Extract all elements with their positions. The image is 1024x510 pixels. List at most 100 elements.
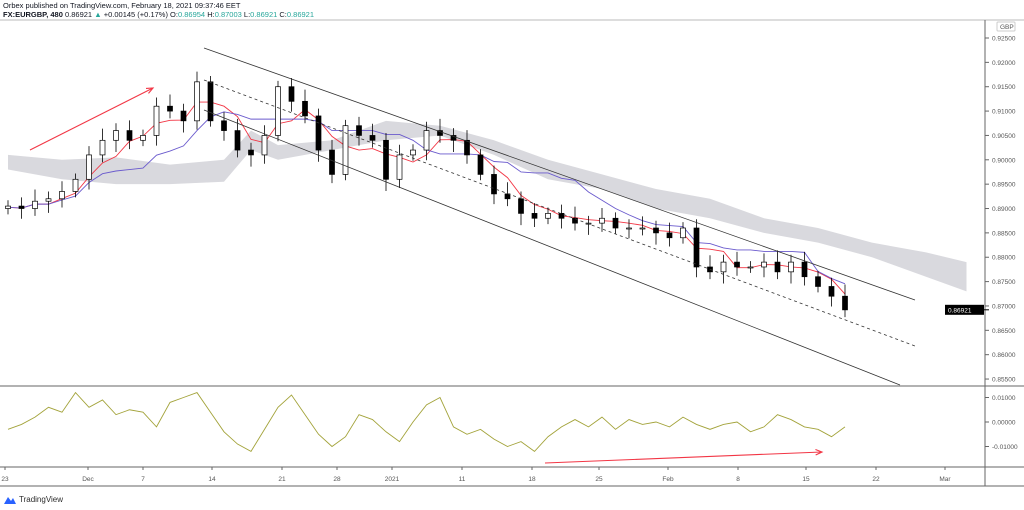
candle-down	[383, 139, 389, 180]
c-label: C:	[279, 10, 287, 19]
candle-up	[410, 149, 416, 156]
candle-down	[504, 193, 511, 200]
candle-down	[356, 125, 362, 136]
candle-up	[275, 86, 281, 136]
oscillator-line	[7, 391, 846, 452]
x-tick-label: 8	[736, 476, 740, 483]
candle-up	[153, 105, 160, 136]
last-price: 0.86921	[64, 10, 93, 19]
osc-tick-label: -0.01000	[992, 444, 1018, 451]
candle-down	[315, 115, 322, 151]
candle-up	[342, 125, 349, 175]
y-tick-label: 0.85500	[992, 377, 1016, 384]
up-triangle-icon: ▲	[94, 10, 102, 19]
osc-tick-label: 0.01000	[992, 395, 1016, 402]
candle-up	[261, 135, 268, 156]
candle-up	[761, 261, 767, 268]
tradingview-logo-icon	[4, 496, 16, 504]
candle-down	[518, 198, 524, 214]
x-tick-label: 28	[333, 476, 341, 483]
candle-up	[86, 154, 92, 180]
candle-up	[99, 139, 106, 156]
close-value: 0.86921	[286, 10, 315, 19]
y-tick-label: 0.89000	[992, 206, 1016, 213]
x-tick-label: 7	[141, 476, 145, 483]
currency-badge	[996, 21, 1016, 32]
x-tick-label: Dec	[82, 476, 94, 483]
x-tick-label: 23	[1, 476, 9, 483]
symbol-legend: FX:EURGBP, 480 0.86921 ▲ +0.00145 (+0.17…	[3, 10, 314, 19]
candle-up	[5, 205, 11, 209]
y-tick-label: 0.90000	[992, 157, 1016, 164]
candle-up	[680, 227, 686, 239]
y-tick-label: 0.91500	[992, 84, 1016, 91]
y-tick-label: 0.92000	[992, 60, 1016, 67]
trend-arrow-price	[29, 87, 154, 151]
x-tick-label: 22	[872, 476, 880, 483]
candle-down	[653, 227, 659, 234]
candle-up	[626, 227, 632, 230]
candle-up	[72, 178, 79, 192]
candle-down	[477, 154, 484, 175]
current-price-label: 0.86921	[948, 307, 972, 314]
candle-up	[747, 266, 754, 269]
candle-down	[774, 261, 781, 273]
change: +0.00145 (+0.17%)	[103, 10, 168, 19]
candle-down	[801, 261, 808, 278]
candle-down	[207, 81, 214, 122]
y-tick-label: 0.92500	[992, 36, 1016, 43]
y-tick-label: 0.88000	[992, 255, 1016, 262]
publisher-line: Orbex published on TradingView.com, Febr…	[3, 1, 241, 10]
x-tick-label: Mar	[939, 476, 951, 483]
candle-up	[639, 227, 646, 230]
x-tick-label: 15	[802, 476, 810, 483]
candle-up	[423, 130, 430, 151]
candle-down	[491, 174, 497, 195]
candle-down	[288, 86, 295, 102]
candle-down	[167, 105, 173, 112]
candle-down	[369, 135, 376, 141]
candle-down	[734, 261, 740, 268]
y-tick-label: 0.86500	[992, 328, 1016, 335]
candle-down	[693, 227, 700, 268]
x-tick-label: Feb	[662, 476, 674, 483]
candle-up	[788, 261, 794, 273]
candle-down	[18, 205, 25, 209]
x-tick-label: 2021	[385, 476, 400, 483]
currency-label: GBP	[1000, 24, 1014, 31]
y-tick-label: 0.89500	[992, 182, 1016, 189]
candle-down	[815, 276, 821, 287]
candle-up	[194, 81, 200, 122]
candle-up	[45, 198, 52, 202]
x-tick-label: 21	[278, 476, 286, 483]
x-tick-label: 14	[208, 476, 216, 483]
y-tick-label: 0.90500	[992, 133, 1016, 140]
ichimoku-cloud	[8, 120, 967, 292]
candle-up	[59, 191, 65, 200]
candle-down	[464, 139, 470, 156]
candle-down	[558, 213, 565, 219]
low-value: 0.86921	[250, 10, 278, 19]
candle-down	[248, 149, 254, 156]
y-tick-label: 0.87500	[992, 279, 1016, 286]
candle-up	[545, 213, 551, 219]
candle-down	[437, 130, 443, 136]
l-label: L:	[243, 10, 251, 19]
candle-down	[126, 130, 133, 141]
symbol: FX:EURGBP, 480	[3, 10, 63, 19]
h-label: H:	[207, 10, 215, 19]
candle-up	[32, 200, 38, 209]
trend-arrow-oscillator	[544, 451, 823, 464]
tradingview-logo[interactable]: TradingView	[4, 495, 63, 504]
candle-up	[720, 261, 727, 273]
osc-tick-label: 0.00000	[992, 420, 1016, 427]
candle-up	[140, 135, 146, 141]
candle-down	[828, 286, 835, 297]
candle-down	[612, 217, 619, 229]
logo-text: TradingView	[19, 495, 64, 504]
candle-down	[180, 110, 187, 122]
candle-down	[302, 100, 308, 117]
o-label: O:	[170, 10, 178, 19]
